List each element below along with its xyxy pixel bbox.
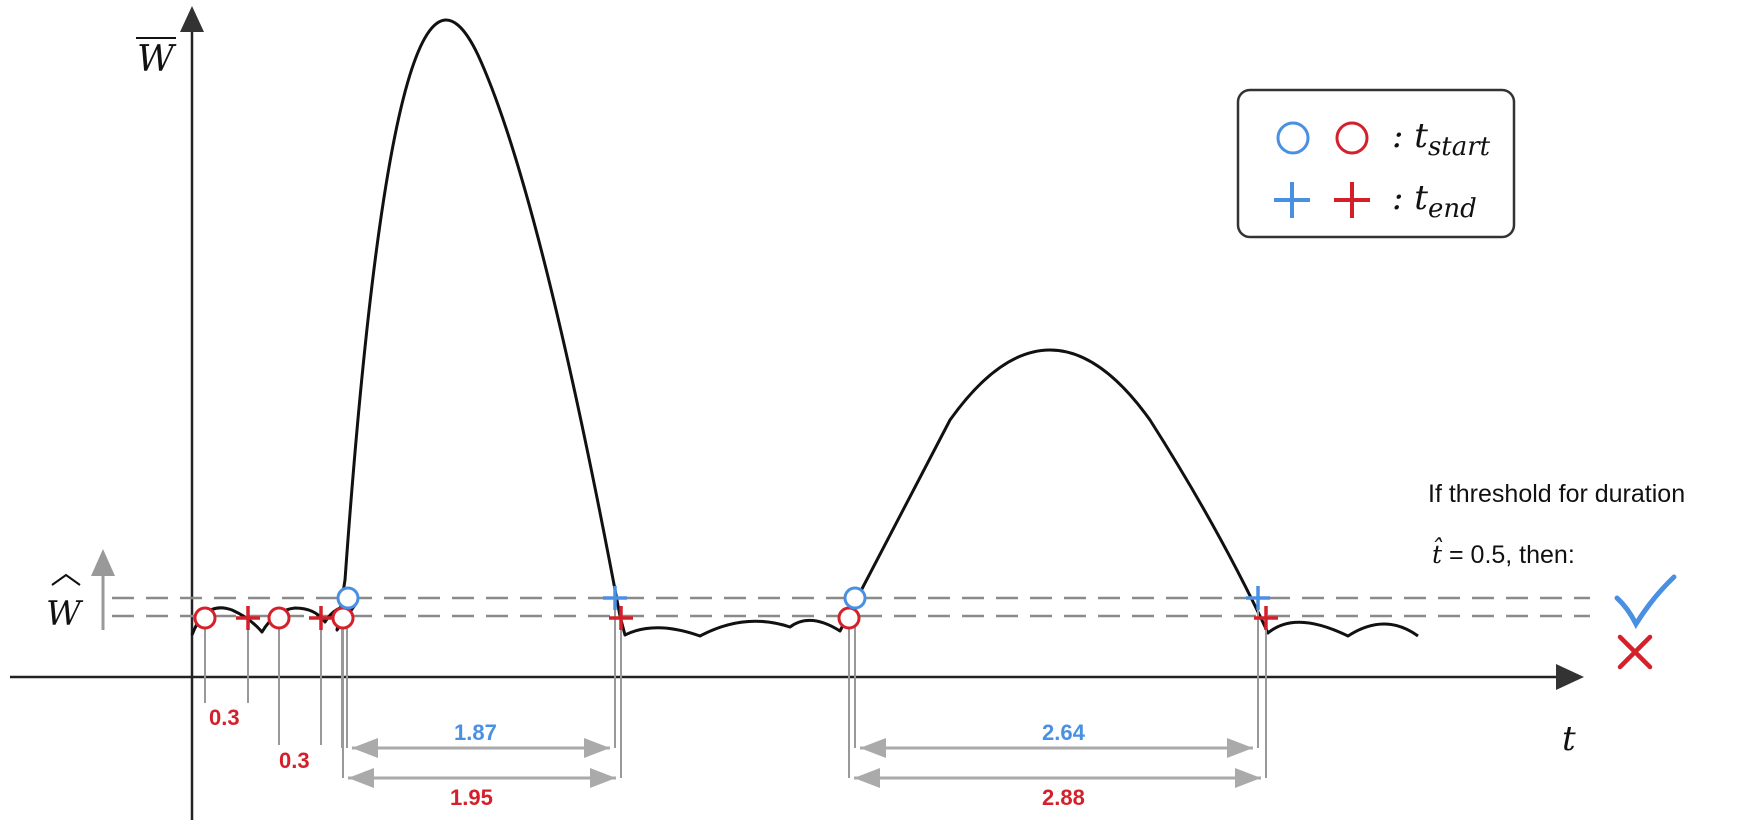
legend-end-upper-icon (1274, 182, 1310, 218)
start-marker-upper (336, 586, 360, 610)
threshold-label: W (46, 594, 84, 634)
duration-arrows (348, 738, 1261, 788)
threshold-label-group: W (46, 549, 115, 634)
end-marker-upper (603, 586, 627, 610)
y-axis-label-group: W (136, 37, 177, 80)
y-axis-arrowhead (180, 6, 204, 32)
start-marker-lower (267, 606, 291, 630)
y-axis-label: W (137, 39, 177, 80)
note-line-2: t̂ = 0.5, then: (1432, 538, 1575, 569)
check-mark-icon (1614, 574, 1677, 630)
duration-label: 1.87 (454, 720, 497, 745)
legend-end-label: : tend (1392, 178, 1477, 224)
duration-label: 0.3 (279, 748, 310, 773)
end-marker-lower (309, 606, 333, 630)
threshold-hat (51, 573, 81, 586)
threshold-raise-arrowhead (91, 549, 115, 576)
duration-label: 2.88 (1042, 785, 1085, 810)
axes (10, 6, 1584, 820)
duration-label: 1.95 (450, 785, 493, 810)
legend-start-lower-icon (1335, 121, 1369, 155)
tau-symbol: t̂ (1432, 538, 1443, 569)
start-marker-lower (331, 606, 355, 630)
end-marker-lower (609, 606, 633, 630)
end-marker-lower (1254, 606, 1278, 630)
start-marker-lower (837, 606, 861, 630)
start-marker-upper (843, 586, 867, 610)
signal-curve (190, 18, 1419, 638)
end-marker-upper (1246, 586, 1270, 610)
duration-labels: 0.3 0.3 1.87 1.95 2.64 2.88 (209, 705, 1086, 810)
duration-label: 0.3 (209, 705, 240, 730)
cross-mark-icon (1617, 634, 1653, 670)
start-markers (193, 586, 867, 630)
end-markers (236, 586, 1278, 630)
legend: : tstart : tend (1236, 88, 1516, 239)
note-line-1: If threshold for duration (1428, 480, 1685, 508)
threshold-note: If threshold for duration t̂ = 0.5, then… (1428, 480, 1685, 569)
legend-start-upper-icon (1276, 121, 1310, 155)
end-marker-lower (236, 606, 260, 630)
x-axis-arrowhead (1556, 664, 1584, 690)
legend-end-lower-icon (1334, 182, 1370, 218)
x-axis-label: t (1562, 719, 1576, 759)
duration-label: 2.64 (1042, 720, 1086, 745)
legend-start-label: : tstart (1392, 116, 1491, 162)
start-marker-lower (193, 606, 217, 630)
